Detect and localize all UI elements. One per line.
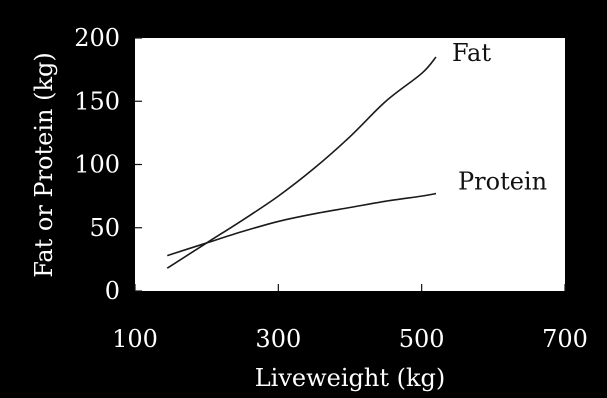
x-axis-label: Liveweight (kg)	[255, 364, 446, 392]
series-label-protein: Protein	[458, 168, 547, 196]
y-axis-ticks: 0 50 100 150 200	[74, 24, 142, 305]
y-tick-label-150: 150	[74, 87, 120, 115]
x-tick-label-700: 700	[542, 325, 588, 353]
series-label-fat: Fat	[452, 39, 491, 67]
y-tick-label-200: 200	[74, 24, 120, 52]
x-tick-label-100: 100	[112, 325, 158, 353]
y-tick-label-100: 100	[74, 151, 120, 179]
series-line-protein	[167, 192, 437, 257]
series-line-fat	[166, 56, 437, 269]
x-tick-label-300: 300	[255, 325, 301, 353]
plot-area	[135, 38, 565, 291]
x-tick-label-500: 500	[399, 325, 445, 353]
y-axis-label: Fat or Protein (kg)	[30, 52, 58, 277]
y-tick-label-0: 0	[105, 277, 120, 305]
series-layer: Fat Protein	[166, 39, 547, 269]
x-axis-ticks: 100 300 500 700	[112, 284, 588, 353]
y-tick-label-50: 50	[89, 214, 120, 242]
